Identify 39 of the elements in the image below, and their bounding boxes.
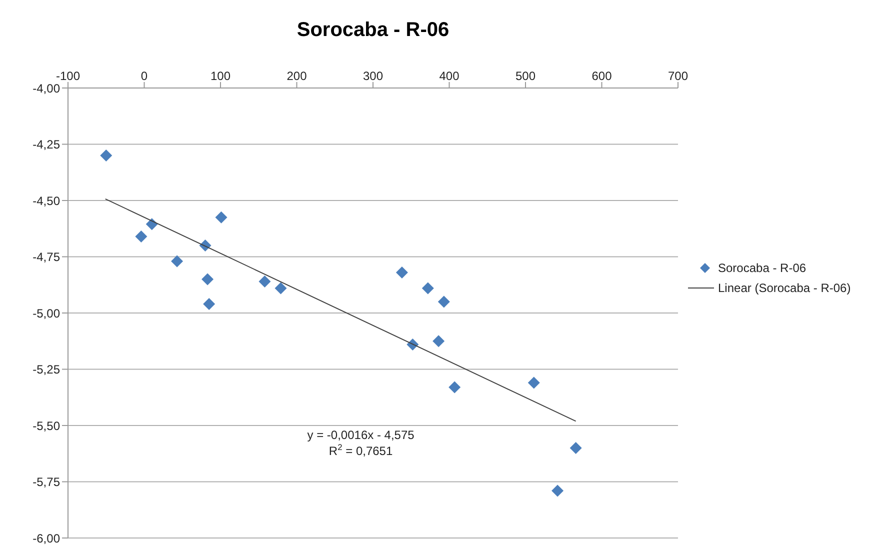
y-tick-label: -5,25 [32,362,60,377]
x-tick-label: 300 [362,69,384,83]
y-tick-label: -6,00 [32,531,60,546]
chart-title: Sorocaba - R-06 [296,19,450,41]
point [528,376,540,389]
point [438,296,450,308]
point [422,282,434,294]
y-tick-label: -4,00 [32,81,60,96]
point [448,381,461,394]
point [100,150,112,162]
point [202,273,214,286]
point [135,230,148,242]
x-tick-label: 400 [439,69,460,83]
x-tick-label: 200 [286,69,308,83]
y-tick-label: -4,50 [32,194,60,208]
y-tick-label: -5,75 [32,475,60,490]
point [203,298,216,310]
y-tick-label: -5,00 [32,306,60,320]
point [274,282,287,294]
x-tick-label: 100 [210,69,231,83]
y-tick-label: -5,50 [32,418,60,433]
point [570,442,582,454]
point [215,211,228,224]
x-tick-label: 700 [668,69,688,83]
point [432,335,445,348]
point [396,266,408,278]
y-tick-label: -4,25 [32,138,60,152]
x-tick-label: 500 [515,69,536,83]
annotation: R$^{2}$ = 0,7651 [328,442,393,458]
legend-label: Linear (Sorocaba - R-06) [718,281,851,295]
x-tick-label: 0 [140,69,148,83]
x-tick-label: -100 [56,69,80,83]
y-tick-label: -4,75 [32,250,60,264]
point [552,484,564,497]
point [171,255,184,268]
legend-label: Sorocaba - R-06 [718,261,806,275]
x-tick-label: 600 [592,69,612,83]
point [258,276,271,288]
annotation: y = -0,0016x - 4,575 [307,428,415,442]
